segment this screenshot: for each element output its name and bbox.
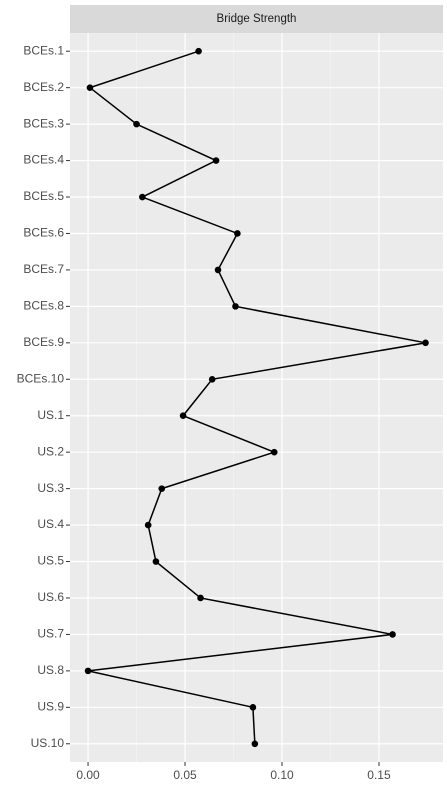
point bbox=[139, 193, 146, 201]
x-tick-label: 0.10 bbox=[270, 768, 294, 782]
line bbox=[87, 50, 426, 744]
y-tick-label: US.3 bbox=[37, 481, 64, 495]
y-tick-label: US.6 bbox=[37, 590, 64, 604]
point bbox=[144, 521, 152, 529]
point bbox=[208, 375, 216, 383]
y-tick-label: BCEs.10 bbox=[17, 371, 65, 385]
point bbox=[152, 558, 160, 565]
y-tick-label: BCEs.5 bbox=[23, 189, 64, 203]
point bbox=[214, 266, 222, 274]
y-tick-label: US.2 bbox=[37, 444, 64, 458]
point bbox=[179, 412, 187, 420]
point bbox=[212, 157, 220, 164]
point bbox=[232, 303, 239, 310]
point bbox=[158, 485, 166, 492]
point bbox=[197, 594, 204, 602]
point bbox=[84, 667, 92, 675]
panel bbox=[70, 33, 443, 762]
x-tick-label: 0.15 bbox=[367, 768, 391, 782]
y-tick-label: US.7 bbox=[37, 627, 64, 641]
y-tick-label: BCEs.2 bbox=[23, 80, 64, 94]
point bbox=[86, 84, 94, 91]
point bbox=[133, 120, 140, 128]
y-tick-label: US.1 bbox=[37, 408, 64, 422]
point bbox=[389, 631, 396, 638]
y-tick-label: US.9 bbox=[37, 699, 64, 713]
y-tick-label: US.4 bbox=[37, 517, 64, 531]
y-tick-label: BCEs.3 bbox=[23, 116, 64, 130]
y-tick-label: BCEs.8 bbox=[23, 299, 64, 313]
y-tick-label: US.8 bbox=[37, 663, 64, 677]
y-tick-label: BCEs.7 bbox=[23, 262, 64, 276]
facet-strip bbox=[70, 5, 443, 33]
point bbox=[234, 230, 241, 237]
y-tick-label: BCEs.4 bbox=[23, 153, 64, 167]
x-tick-label: 0.05 bbox=[173, 768, 197, 782]
x-tick-label: 0.00 bbox=[76, 768, 100, 782]
point bbox=[270, 448, 278, 456]
y-tick-label: BCEs.9 bbox=[23, 335, 64, 349]
chart-title: Bridge Strength bbox=[217, 13, 297, 25]
point bbox=[251, 740, 259, 748]
y-tick-label: BCEs.6 bbox=[23, 226, 64, 240]
y-tick-label: US.10 bbox=[31, 736, 65, 750]
y-tick-label: BCEs.1 bbox=[23, 43, 64, 57]
point bbox=[422, 339, 429, 347]
point bbox=[195, 47, 202, 55]
point bbox=[249, 704, 257, 711]
y-tick-label: US.5 bbox=[37, 554, 64, 568]
